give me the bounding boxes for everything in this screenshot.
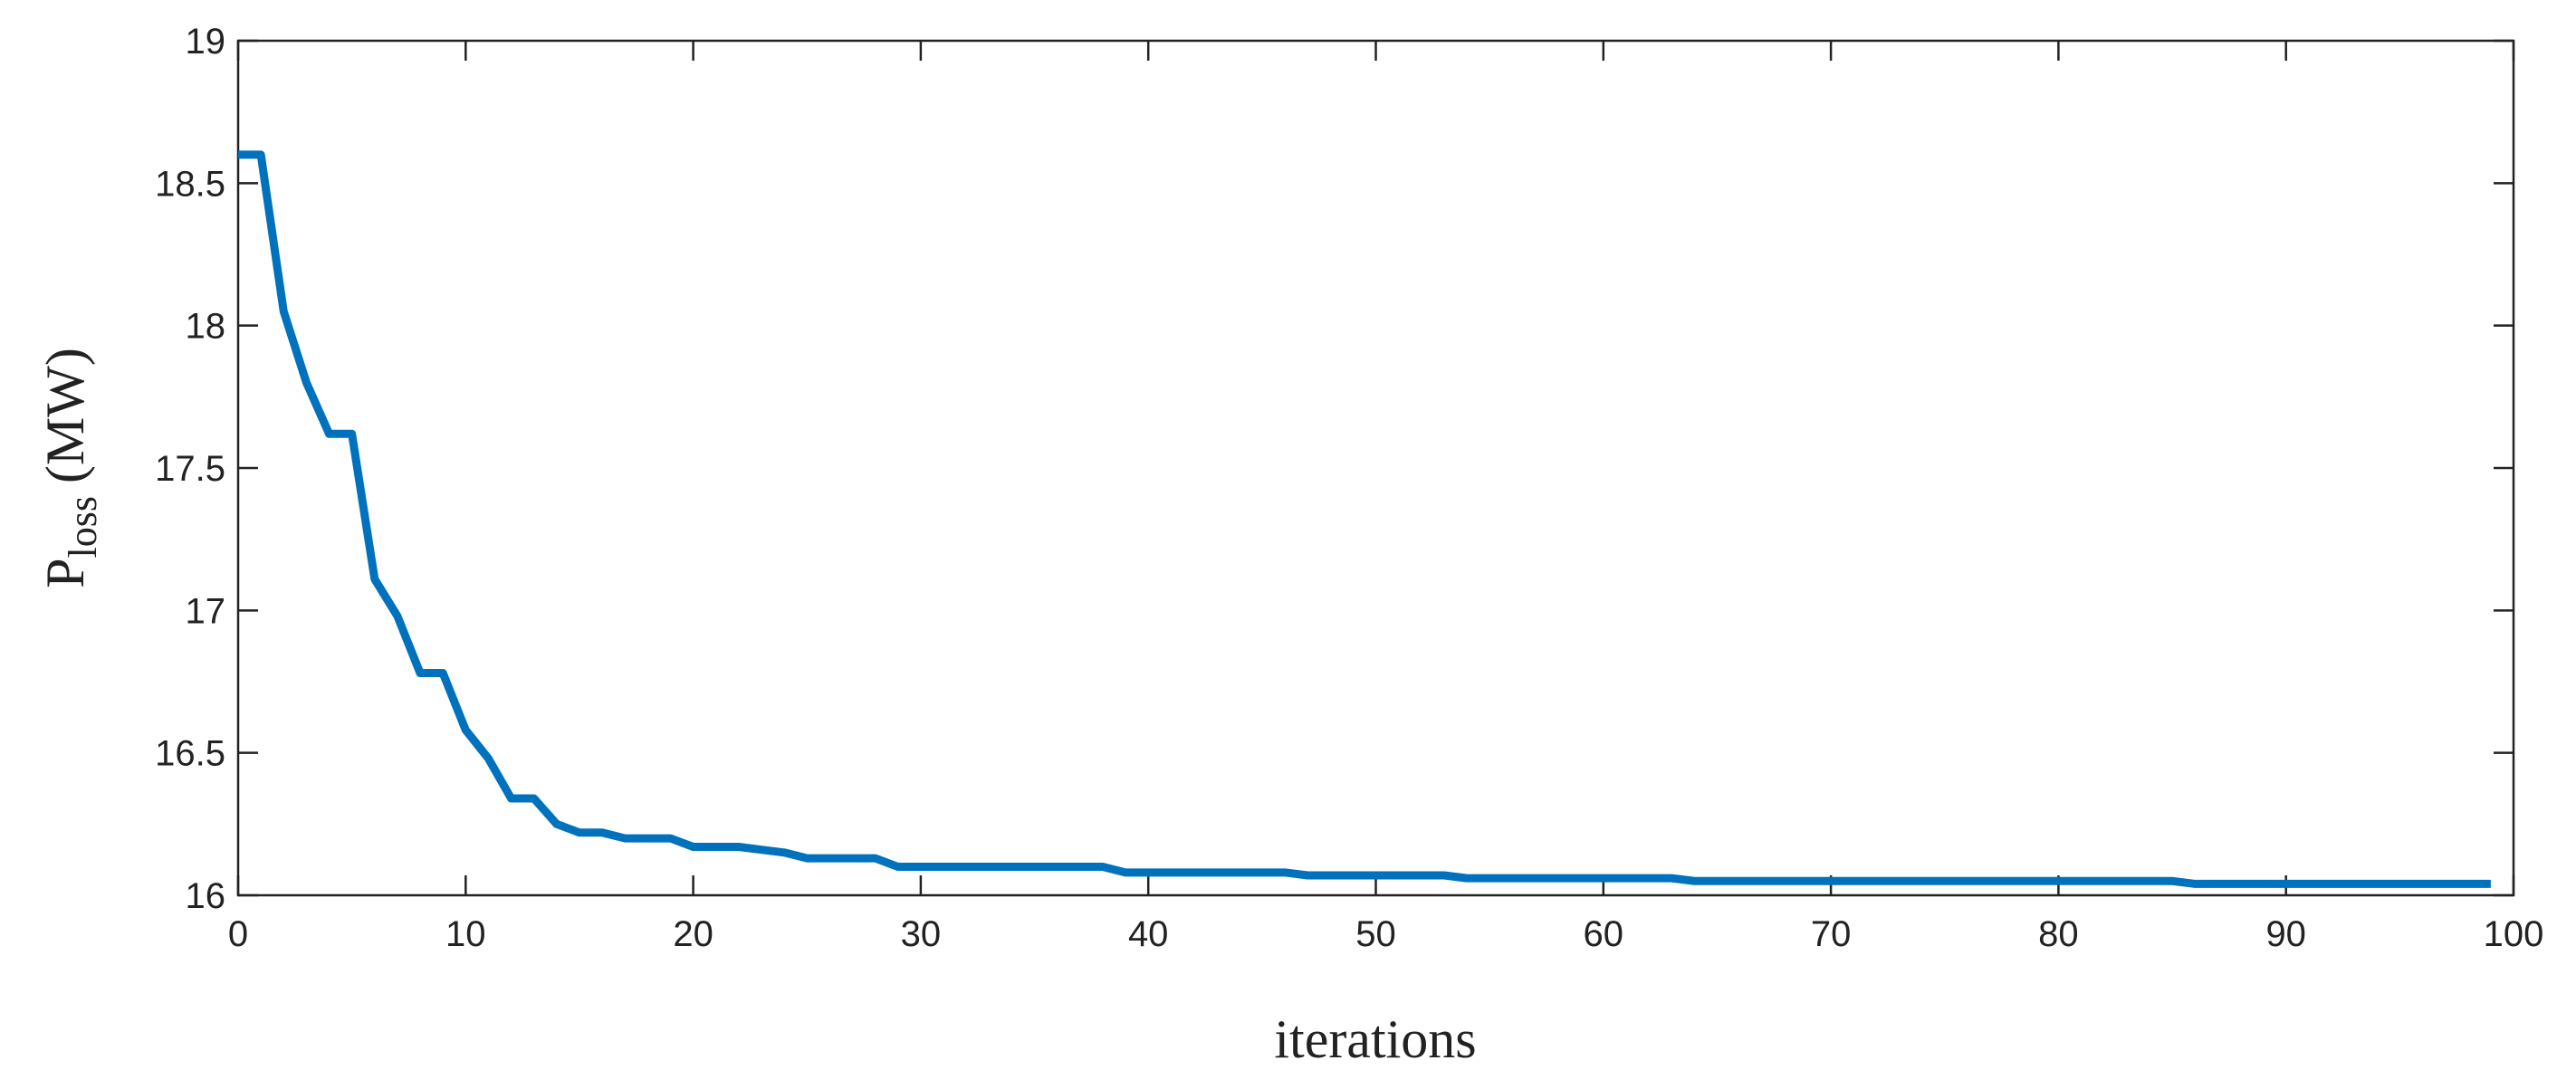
x-tick-label: 40 (1128, 914, 1169, 954)
data-line (238, 150, 2491, 888)
y-label-unit: (MW) (35, 348, 95, 483)
y-tick-label: 19 (186, 22, 226, 62)
x-tick-label: 90 (2265, 914, 2306, 954)
x-axis-label: iterations (1274, 1009, 1476, 1069)
y-tick-label: 16.5 (155, 734, 225, 774)
x-tick-label: 10 (445, 914, 486, 954)
y-tick-label: 18 (186, 307, 226, 347)
y-tick-label: 17 (186, 591, 226, 631)
y-tick-label: 17.5 (155, 449, 225, 489)
plot-frame (236, 39, 2515, 897)
x-tick-label: 30 (901, 914, 942, 954)
x-tick-label: 60 (1584, 914, 1624, 954)
x-tick-label: 50 (1355, 914, 1396, 954)
x-tick-label: 20 (673, 914, 713, 954)
x-tick-label: 0 (228, 914, 248, 954)
x-tick-label: 100 (2484, 914, 2544, 954)
y-tick-label: 16 (186, 876, 226, 916)
y-label-main: P (35, 559, 95, 588)
y-axis-label: Ploss (MW) (35, 348, 105, 588)
x-tick-label: 80 (2038, 914, 2079, 954)
y-label-sub: loss (61, 496, 105, 558)
x-tick-label: 70 (1811, 914, 1852, 954)
y-tick-label: 18.5 (155, 164, 225, 204)
